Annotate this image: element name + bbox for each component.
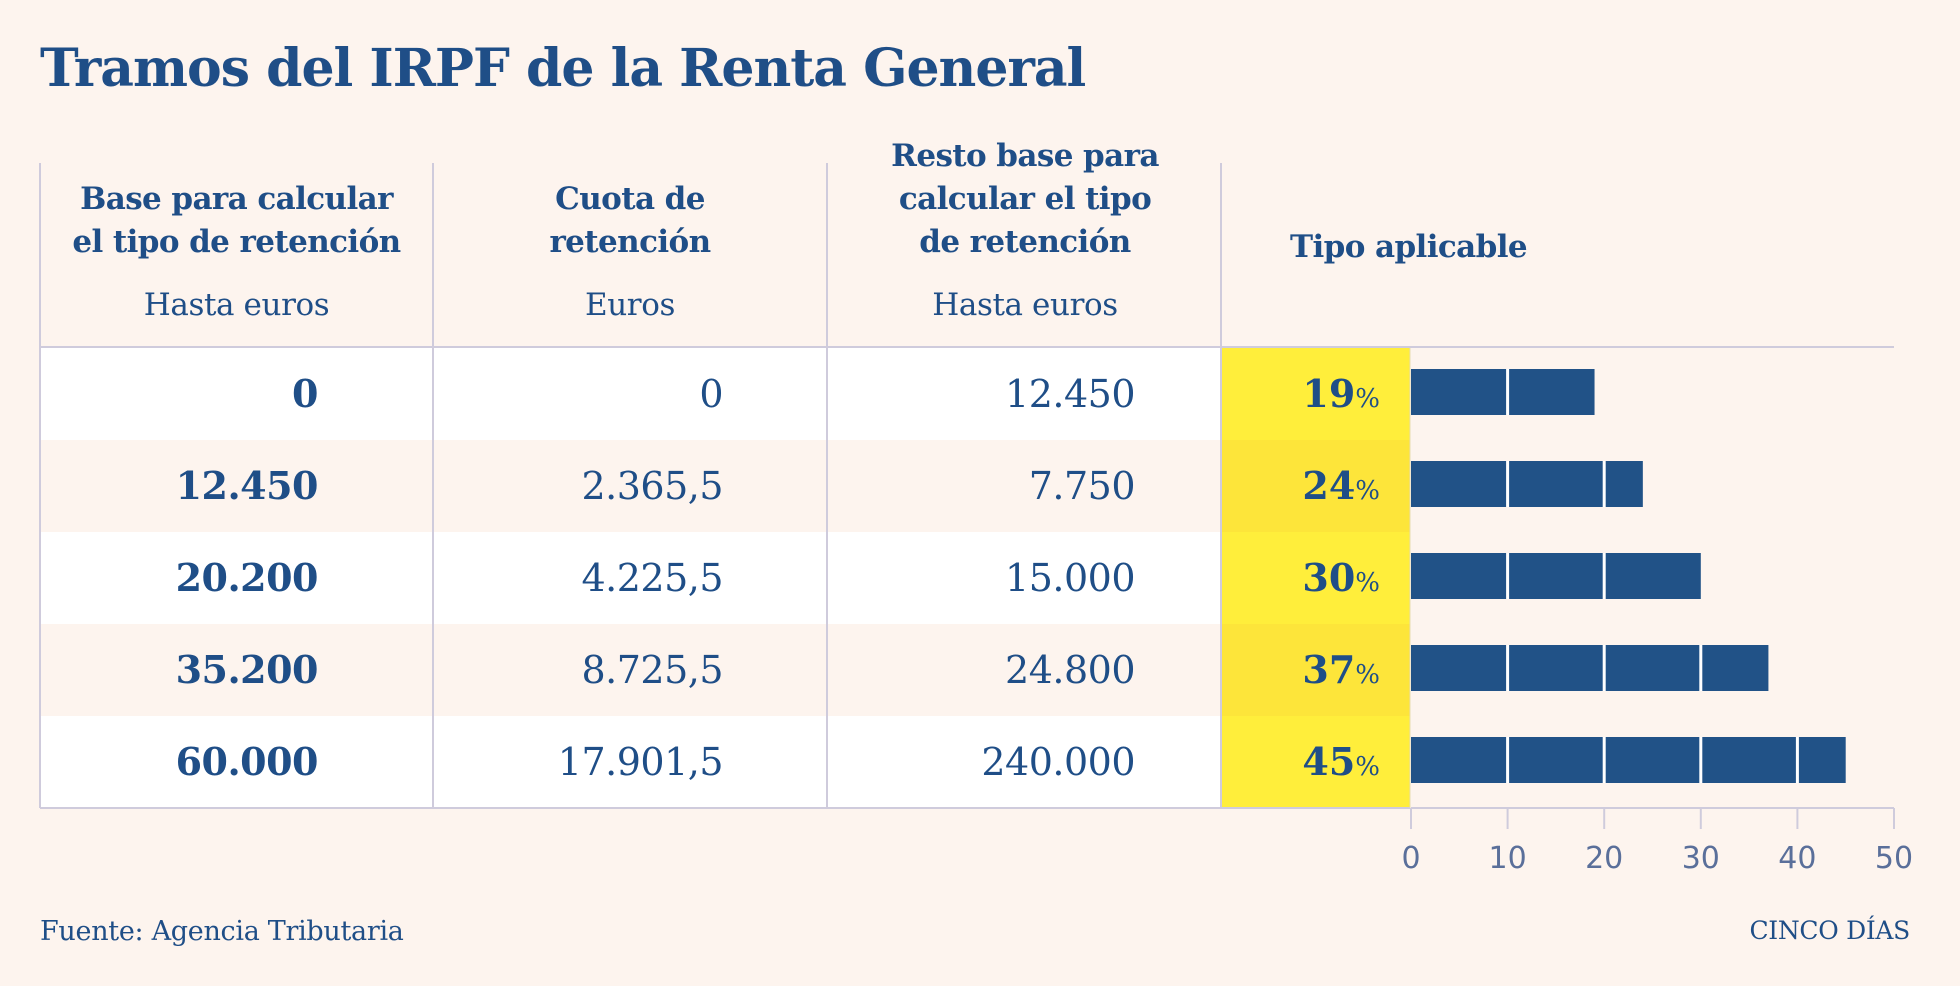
x-tick-label: 0 [1401,841,1420,876]
bar-segment-divider [1506,737,1510,783]
column-divider [39,163,41,808]
cell-base: 0 [292,371,318,416]
header-title: Tipo aplicable [1290,229,1528,265]
cell-tipo: 30% [1222,532,1410,624]
header-title-line: Base para calcular [80,181,393,217]
tipo-value: 45 [1302,739,1356,784]
tipo-highlight-cell [1222,532,1410,624]
cell-tipo: 24% [1222,440,1410,532]
tipo-value: 30 [1302,555,1356,600]
row-background [40,440,1222,532]
brand-logo: CINCO DÍAS [1749,916,1910,945]
header-divider [40,346,1894,348]
tipo-value: 24 [1302,463,1356,508]
x-tick-label: 30 [1682,841,1720,876]
bar-segment-divider [1795,737,1799,783]
row-background [40,532,1222,624]
tipo-highlight-cell [1222,624,1410,716]
bar [1411,553,1701,599]
bar-segment-divider [1506,645,1510,691]
column-divider [1220,163,1222,808]
cell-resto: 12.450 [1005,372,1135,416]
header-title-line: calcular el tipo [898,181,1152,217]
bar-segment-divider [1602,737,1606,783]
table-bottom-border [40,807,1410,809]
cell-base: 20.200 [175,555,319,600]
column-divider [432,163,434,808]
tipo-highlight-cell [1222,440,1410,532]
bar-segment-divider [1602,553,1606,599]
bar-segment-divider [1699,737,1703,783]
header-title: Resto base para calcular el tipo de rete… [828,135,1222,264]
header-title-line: de retención [919,224,1131,260]
cell-resto: 240.000 [981,740,1135,784]
x-tick-label: 50 [1875,841,1913,876]
header-title-line: Cuota de [555,181,705,217]
header-title: Base para calcular el tipo de retención [40,178,433,264]
cell-cuota: 0 [699,372,723,416]
bar-segment-divider [1602,645,1606,691]
row-background [40,624,1222,716]
header-subtitle: Euros [585,287,675,323]
source-note: Fuente: Agencia Tributaria [40,916,404,947]
cell-cuota: 17.901,5 [557,740,724,784]
bar-segment-divider [1602,461,1606,507]
bar [1411,737,1846,783]
header-title-line: retención [549,224,711,260]
percent-sign: % [1355,752,1380,782]
tipo-value: 19 [1302,371,1356,416]
bar [1411,645,1769,691]
tipo-highlight-cell [1222,716,1410,808]
chart-title: Tramos del IRPF de la Renta General [40,38,1086,99]
header-subtitle: Hasta euros [932,287,1118,323]
cell-tipo: 19% [1222,348,1410,440]
bar-segment-divider [1506,461,1510,507]
bar-segment-divider [1506,553,1510,599]
tipo-value: 37 [1302,647,1356,692]
bar [1411,369,1595,415]
tipo-highlight-cell [1222,348,1410,440]
cell-base: 12.450 [175,463,319,508]
column-divider [826,163,828,808]
x-tick-label: 10 [1489,841,1527,876]
cell-cuota: 8.725,5 [581,648,723,692]
percent-sign: % [1355,568,1380,598]
cell-tipo: 37% [1222,624,1410,716]
percent-sign: % [1355,476,1380,506]
bar [1411,461,1643,507]
cell-cuota: 2.365,5 [581,464,723,508]
bar-segment-divider [1506,369,1510,415]
header-title: Cuota de retención [433,178,827,264]
x-tick-label: 40 [1778,841,1816,876]
cell-base: 60.000 [175,739,319,784]
bar-segment-divider [1699,645,1703,691]
cell-base: 35.200 [175,647,319,692]
header-title-line: el tipo de retención [72,224,401,260]
percent-sign: % [1355,660,1380,690]
cell-resto: 15.000 [1005,556,1135,600]
header-subtitle: Hasta euros [143,287,330,323]
cell-resto: 7.750 [1028,464,1136,508]
row-background [40,716,1222,808]
cell-resto: 24.800 [1005,648,1135,692]
row-background [40,348,1222,440]
cell-cuota: 4.225,5 [581,556,723,600]
header-title-line: Resto base para [891,138,1159,174]
percent-sign: % [1355,384,1380,414]
cell-tipo: 45% [1222,716,1410,808]
x-tick-label: 20 [1585,841,1623,876]
